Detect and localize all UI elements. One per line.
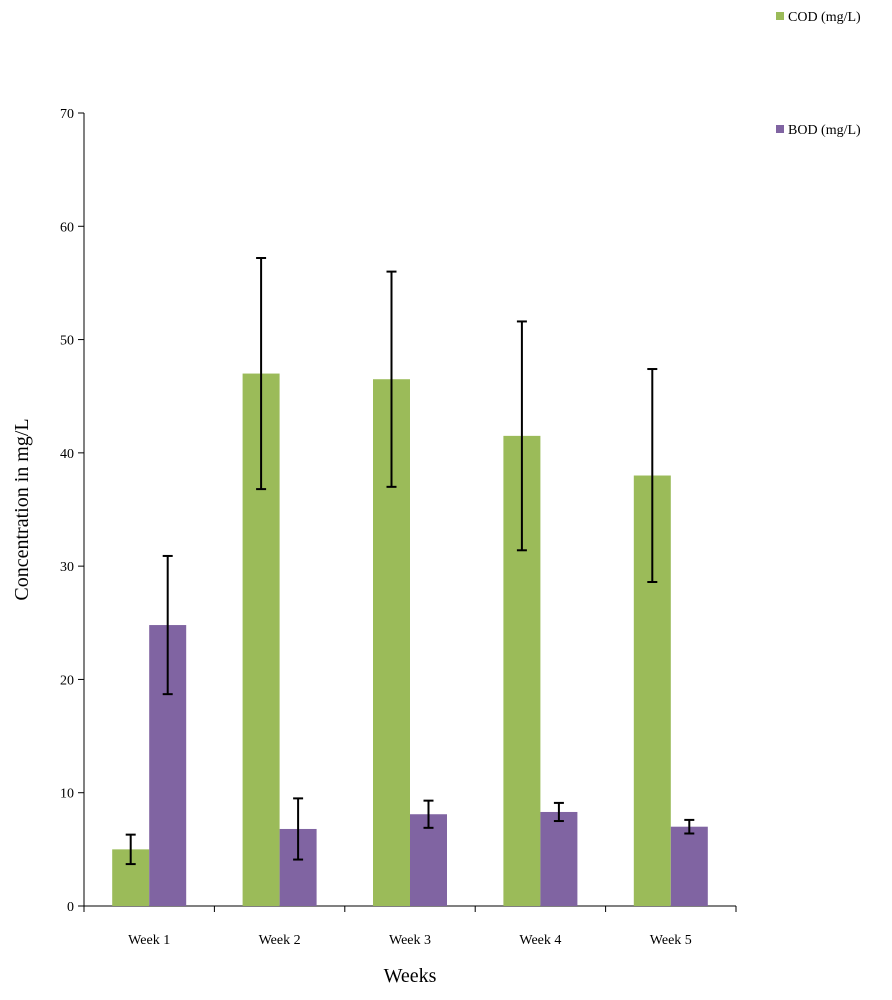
y-axis-title: Concentration in mg/L bbox=[11, 418, 33, 600]
x-tick-label: Week 2 bbox=[259, 933, 301, 948]
y-tick-label: 30 bbox=[60, 560, 74, 575]
legend-swatch-cod bbox=[776, 12, 784, 20]
y-tick-label: 40 bbox=[60, 447, 74, 462]
y-tick-label: 10 bbox=[60, 787, 74, 802]
x-tick-label: Week 4 bbox=[519, 933, 561, 948]
y-tick-label: 50 bbox=[60, 334, 74, 349]
x-axis-title: Weeks bbox=[384, 965, 437, 987]
bar-bod-4 bbox=[540, 811, 578, 906]
legend: COD (mg/L) BOD (mg/L) bbox=[776, 10, 861, 138]
axis-labels: 0 10 20 30 40 50 60 70 Week 1 Week 2 Week 3 Week 4 W… bbox=[11, 107, 692, 987]
bar-bod-3 bbox=[410, 814, 447, 906]
bars bbox=[112, 373, 708, 906]
y-tick-label: 20 bbox=[60, 673, 74, 688]
axes bbox=[78, 112, 737, 912]
legend-label-cod: COD (mg/L) bbox=[788, 10, 861, 25]
legend-label-bod: BOD (mg/L) bbox=[788, 123, 861, 138]
x-tick-label: Week 1 bbox=[128, 933, 170, 948]
y-tick-label: 0 bbox=[67, 900, 74, 915]
y-tick-label: 60 bbox=[60, 220, 74, 235]
bar-bod-5 bbox=[670, 826, 708, 906]
y-tick-label: 70 bbox=[60, 107, 74, 122]
x-tick-label: Week 5 bbox=[650, 933, 692, 948]
legend-swatch-bod bbox=[776, 125, 784, 133]
x-tick-label: Week 3 bbox=[389, 933, 431, 948]
error-bars bbox=[125, 257, 695, 866]
